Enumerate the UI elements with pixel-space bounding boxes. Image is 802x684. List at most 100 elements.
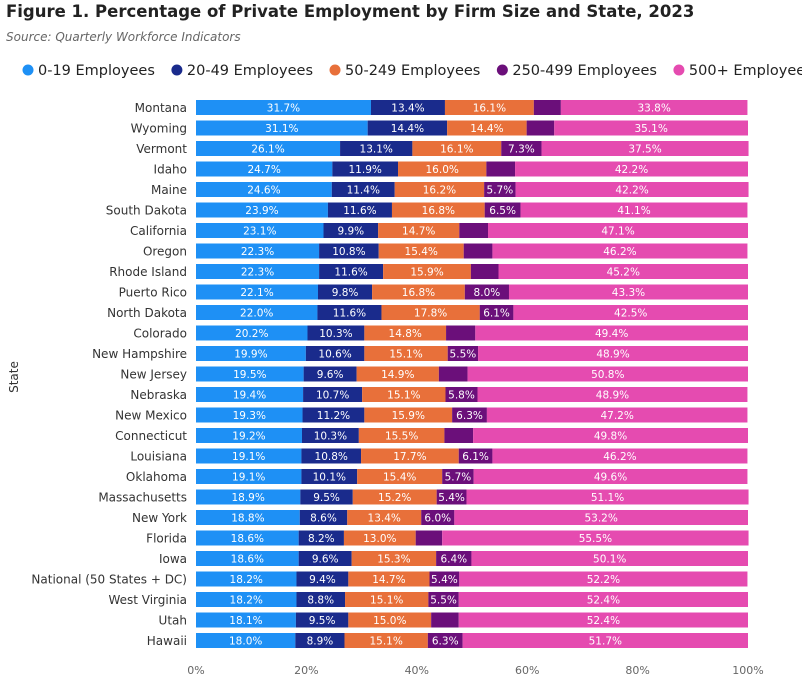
bar-segment-3-20	[421, 510, 455, 525]
bar-segment-3-17	[458, 448, 493, 464]
data-label-4-6: 47.1%	[601, 226, 634, 238]
data-label-4-13: 50.8%	[591, 369, 624, 381]
bar-segment-1-25	[295, 612, 349, 628]
bar-segment-1-0	[370, 100, 445, 115]
bar-segment-4-10	[513, 305, 748, 320]
bar-segment-3-23	[429, 571, 460, 587]
bar-segment-3-0	[533, 100, 561, 115]
bar-segment-3-8	[470, 264, 499, 279]
data-label-4-12: 48.9%	[596, 349, 629, 361]
data-label-4-14: 48.9%	[596, 390, 629, 402]
data-label-2-23: 14.7%	[372, 574, 405, 586]
x-tick-label-4: 80%	[625, 664, 649, 677]
category-label-5: South Dakota	[106, 204, 187, 218]
x-tick-label-0: 0%	[187, 664, 204, 677]
data-label-2-10: 17.8%	[414, 308, 447, 320]
bar-segment-0-2	[196, 141, 341, 156]
data-label-2-1: 14.4%	[470, 123, 503, 135]
bar-segment-4-9	[508, 284, 748, 300]
category-label-26: Hawaii	[147, 634, 187, 648]
data-label-4-17: 46.2%	[603, 451, 636, 463]
bar-segment-3-25	[431, 612, 459, 628]
data-label-2-8: 15.9%	[410, 267, 443, 279]
category-label-6: California	[130, 224, 187, 238]
data-label-3-5: 6.5%	[489, 205, 516, 217]
data-label-1-23: 9.4%	[309, 574, 336, 586]
bar-segment-4-11	[475, 325, 748, 341]
bar-segment-2-23	[348, 571, 430, 587]
bar-segment-2-17	[361, 448, 459, 464]
data-label-4-11: 49.4%	[595, 328, 628, 340]
data-label-4-0: 33.8%	[637, 103, 670, 115]
bar-segment-0-13	[196, 366, 304, 382]
bar-segment-4-8	[498, 264, 748, 279]
data-label-0-0: 31.7%	[267, 103, 300, 115]
legend-marker-0	[22, 64, 34, 76]
data-label-0-1: 31.1%	[265, 123, 298, 135]
data-label-1-13: 9.6%	[317, 369, 344, 381]
data-label-1-1: 14.4%	[391, 123, 424, 135]
bar-segment-3-7	[463, 243, 493, 259]
x-tick-label-2: 40%	[405, 664, 429, 677]
bar-segment-4-17	[492, 448, 748, 464]
data-label-1-11: 10.3%	[319, 328, 352, 340]
category-label-19: Massachusetts	[98, 491, 187, 505]
data-label-2-3: 16.0%	[426, 164, 459, 176]
data-label-1-22: 9.6%	[312, 554, 339, 566]
bar-segment-0-20	[196, 510, 300, 525]
bar-segment-1-21	[298, 530, 344, 546]
data-label-3-12: 5.5%	[450, 349, 477, 361]
data-label-2-6: 14.7%	[402, 226, 435, 238]
category-label-10: North Dakota	[107, 306, 187, 320]
data-label-3-2: 7.3%	[508, 144, 535, 156]
data-label-2-17: 17.7%	[393, 451, 426, 463]
bar-segment-2-15	[364, 407, 453, 423]
bar-segment-3-5	[484, 202, 521, 218]
bar-segment-2-22	[351, 551, 437, 566]
bar-segment-2-24	[345, 592, 429, 607]
bar-segment-4-19	[466, 489, 749, 505]
category-label-23: National (50 States + DC)	[31, 573, 187, 587]
bar-segment-0-25	[196, 612, 296, 628]
data-label-4-19: 51.1%	[591, 492, 624, 504]
data-label-2-22: 15.3%	[377, 554, 410, 566]
bar-segment-2-10	[381, 305, 480, 320]
data-label-2-19: 15.2%	[378, 492, 411, 504]
data-label-0-2: 26.1%	[251, 144, 284, 156]
bar-segment-0-17	[196, 448, 302, 464]
bar-segment-0-5	[196, 202, 328, 218]
x-tick-label-3: 60%	[515, 664, 539, 677]
bar-segment-3-2	[501, 141, 542, 156]
bar-segment-2-9	[372, 284, 465, 300]
bar-segment-0-18	[196, 469, 302, 484]
legend-label-3: 250-499 Employees	[512, 63, 657, 79]
data-label-1-25: 9.5%	[309, 615, 336, 627]
data-label-0-12: 19.9%	[234, 349, 267, 361]
bar-segment-0-22	[196, 551, 299, 566]
data-label-0-25: 18.1%	[229, 615, 262, 627]
data-label-1-4: 11.4%	[347, 185, 380, 197]
data-label-4-3: 42.2%	[615, 164, 648, 176]
category-label-2: Vermont	[136, 142, 187, 156]
data-label-0-11: 20.2%	[235, 328, 268, 340]
category-label-21: Florida	[146, 532, 187, 546]
category-label-0: Montana	[135, 101, 187, 115]
data-label-2-12: 15.1%	[389, 349, 422, 361]
bar-segment-3-14	[445, 387, 478, 402]
bar-segment-1-18	[301, 469, 358, 484]
data-label-0-22: 18.6%	[231, 554, 264, 566]
chart-title: Figure 1. Percentage of Private Employme…	[6, 2, 695, 21]
bar-segment-1-13	[303, 366, 357, 382]
legend-label-2: 50-249 Employees	[345, 63, 480, 79]
bar-segment-1-11	[307, 325, 365, 341]
x-tick-label-5: 100%	[732, 664, 763, 677]
bar-segment-2-12	[364, 346, 448, 361]
bar-segment-2-4	[394, 182, 485, 197]
data-label-0-3: 24.7%	[247, 164, 280, 176]
category-label-7: Oregon	[143, 245, 187, 259]
bar-segment-1-19	[300, 489, 353, 505]
bar-segment-1-9	[317, 284, 373, 300]
data-label-1-18: 10.1%	[313, 472, 346, 484]
data-label-1-6: 9.9%	[337, 226, 364, 238]
